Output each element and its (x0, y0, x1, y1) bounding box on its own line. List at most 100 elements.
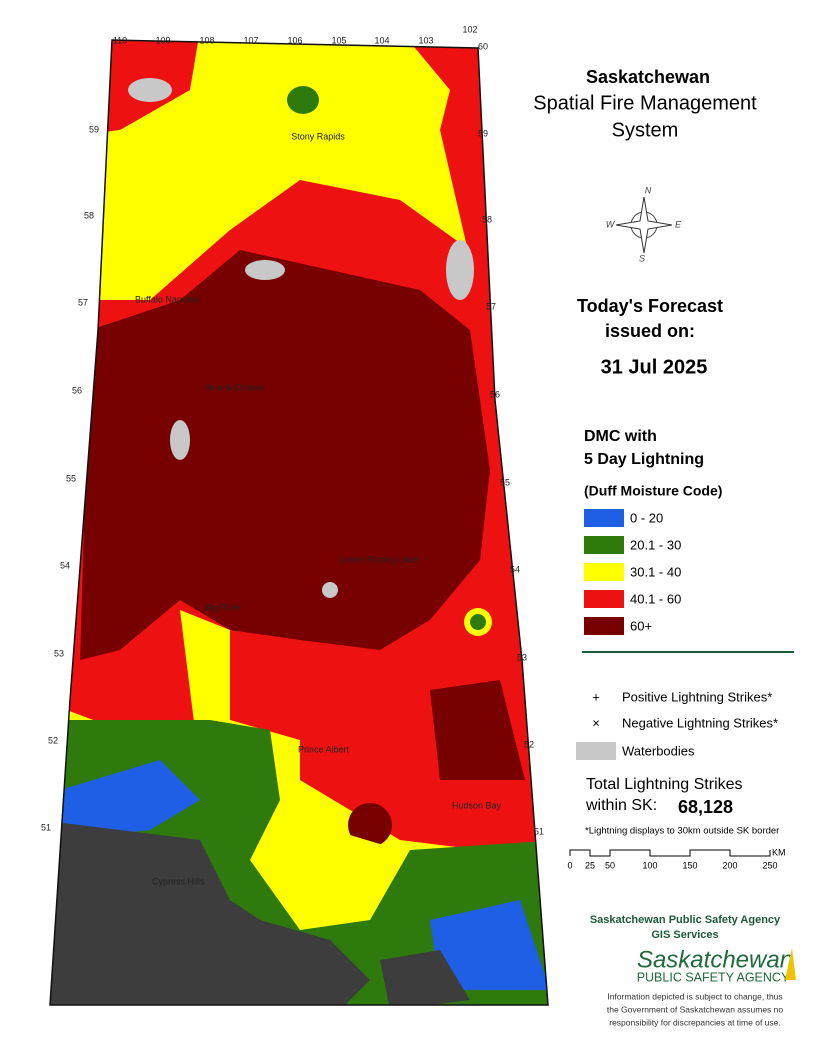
totals: Total Lightning Strikes within SK: 68,12… (585, 776, 779, 836)
forecast-line: issued on: (605, 321, 695, 341)
title: Saskatchewan (586, 67, 710, 87)
compass-letter: S (639, 253, 645, 263)
long-label: 104 (374, 35, 389, 45)
place: Stony Rapids (291, 131, 345, 141)
agency: Saskatchewan Public Safety Agency GIS Se… (590, 914, 796, 1027)
agency-unit: GIS Services (651, 929, 718, 941)
long-label: 110 (113, 35, 127, 45)
zone-dark-red (80, 250, 490, 660)
legend-title: DMC with (584, 428, 657, 445)
totals-value: 68,128 (678, 797, 733, 817)
lat-label: 51 (534, 826, 544, 836)
subtitle: System (612, 119, 679, 141)
legend-label: 40.1 - 60 (630, 591, 681, 606)
waterbody (322, 582, 338, 598)
compass-letter: W (606, 219, 616, 229)
lat-label: 53 (517, 652, 527, 662)
long-label: 106 (287, 35, 302, 45)
agency-name: Saskatchewan Public Safety Agency (590, 914, 781, 926)
disclaimer: responsibility for discrepancies at time… (609, 1017, 781, 1027)
scale-bar: 0 25 50 100 150 200 250 KM (567, 847, 785, 870)
legend-swatch (584, 536, 624, 554)
lat-label: 53 (54, 648, 64, 658)
lightning-cluster (380, 950, 470, 1005)
zone-green (287, 86, 319, 114)
forecast: Today's Forecast issued on: 31 Jul 2025 (577, 296, 723, 379)
symbol-label: Waterbodies (622, 743, 695, 758)
waterbody-swatch (576, 742, 616, 760)
waterbody (245, 260, 285, 280)
legend: DMC with 5 Day Lightning (Duff Moisture … (584, 428, 722, 635)
scale-label: 0 (567, 860, 572, 870)
zone-dark-red (430, 680, 525, 780)
symbol-glyph: + (592, 689, 600, 704)
totals-label: within SK: (585, 797, 657, 814)
scale-line (569, 849, 771, 857)
scale-label: 150 (682, 860, 697, 870)
waterbody (128, 78, 172, 102)
place: Cypress Hills (152, 876, 205, 886)
long-label: 102 (462, 24, 477, 34)
scale-label: 100 (642, 860, 657, 870)
scale-label: 250 (762, 860, 777, 870)
disclaimer: Information depicted is subject to chang… (607, 991, 782, 1001)
totals-label: Total Lightning Strikes (586, 776, 743, 793)
scale-label: 50 (605, 860, 615, 870)
long-label: 108 (199, 35, 214, 45)
legend-swatch (584, 563, 624, 581)
scale-label: 200 (722, 860, 737, 870)
lat-label: 52 (524, 739, 534, 749)
lat-label: 52 (48, 735, 58, 745)
compass-letter: N (645, 185, 652, 195)
lat-label: 59 (89, 124, 99, 134)
place: Lower Fishing Lake (340, 554, 418, 564)
legend-label: 20.1 - 30 (630, 537, 681, 552)
logo-mark (785, 948, 796, 980)
legend-swatch (584, 617, 624, 635)
lat-label: 57 (486, 301, 496, 311)
long-label: 105 (331, 35, 346, 45)
zone-dark-red (348, 803, 392, 847)
legend-label: 60+ (630, 618, 652, 633)
lat-label: 58 (482, 214, 492, 224)
legend-subtitle: (Duff Moisture Code) (584, 483, 722, 499)
long-label: 109 (155, 35, 170, 45)
symbol-label: Positive Lightning Strikes* (622, 689, 772, 704)
compass-rose: N E S W (606, 185, 682, 263)
waterbody (446, 240, 474, 300)
legend-label: 0 - 20 (630, 510, 663, 525)
zone-blue (60, 760, 200, 840)
symbol-glyph: × (592, 715, 600, 730)
waterbody (170, 420, 190, 460)
place-labels: Stony Rapids Buffalo Narrows Ile-a-la-Cr… (135, 131, 502, 886)
logo-text: Saskatchewan (637, 946, 793, 973)
legend-title: 5 Day Lightning (584, 451, 704, 468)
scale-label: 25 (585, 860, 595, 870)
header: Saskatchewan Spatial Fire Management Sys… (533, 67, 757, 142)
legend-label: 30.1 - 40 (630, 564, 681, 579)
place: Hudson Bay (452, 800, 502, 810)
long-label: 103 (418, 35, 433, 45)
legend-swatch (584, 590, 624, 608)
zone-blue (430, 900, 548, 990)
place: Prince Albert (298, 744, 350, 754)
lat-label: 55 (500, 477, 510, 487)
place: Big River (205, 602, 242, 612)
lat-label: 60 (478, 41, 488, 51)
symbol-label: Negative Lightning Strikes* (622, 715, 778, 730)
place: Ile-a-la-Crosse (205, 382, 264, 392)
long-label: 107 (243, 35, 258, 45)
subtitle: Spatial Fire Management (533, 92, 757, 114)
forecast-line: Today's Forecast (577, 296, 723, 316)
place: Buffalo Narrows (135, 294, 199, 304)
compass-star (615, 196, 673, 254)
lat-label: 55 (66, 473, 76, 483)
province-border (49, 39, 549, 1006)
lat-label: 56 (490, 389, 500, 399)
legend-swatch (584, 509, 624, 527)
province-map: Stony Rapids Buffalo Narrows Ile-a-la-Cr… (41, 24, 549, 1006)
lightning-cluster (50, 820, 370, 1005)
disclaimer: the Government of Saskatchewan assumes n… (607, 1004, 784, 1014)
